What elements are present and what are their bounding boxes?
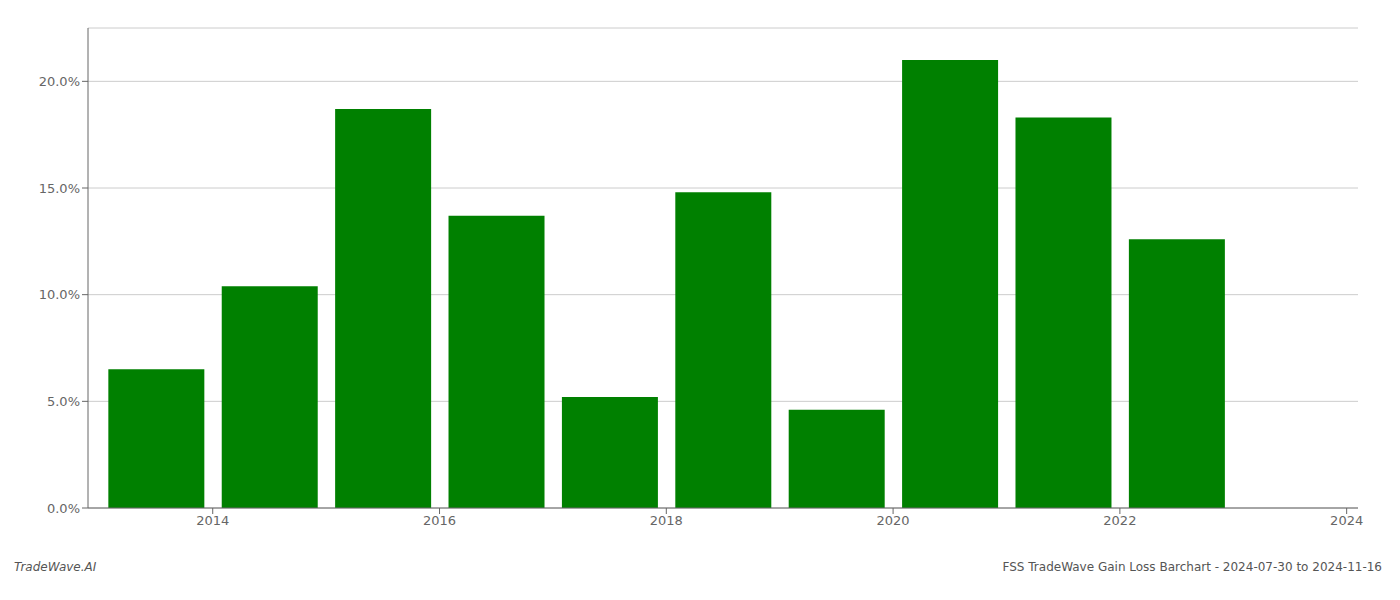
svg-text:10.0%: 10.0% [39, 287, 80, 302]
svg-text:2020: 2020 [877, 513, 910, 528]
svg-text:2016: 2016 [423, 513, 456, 528]
html-text:FSS TradeWave Gain Loss Barcha: FSS TradeWave Gain Loss Barchart - 2024-… [1002, 560, 1382, 574]
svg-text:2024: 2024 [1330, 513, 1363, 528]
svg-text:0.0%: 0.0% [47, 501, 80, 516]
svg-text:5.0%: 5.0% [47, 394, 80, 409]
svg-text:15.0%: 15.0% [39, 181, 80, 196]
svg-text:20.0%: 20.0% [39, 74, 80, 89]
svg-text:2022: 2022 [1103, 513, 1136, 528]
svg-text:2018: 2018 [650, 513, 683, 528]
html-text:TradeWave.AI: TradeWave.AI [14, 560, 97, 574]
svg-text:2014: 2014 [196, 513, 229, 528]
